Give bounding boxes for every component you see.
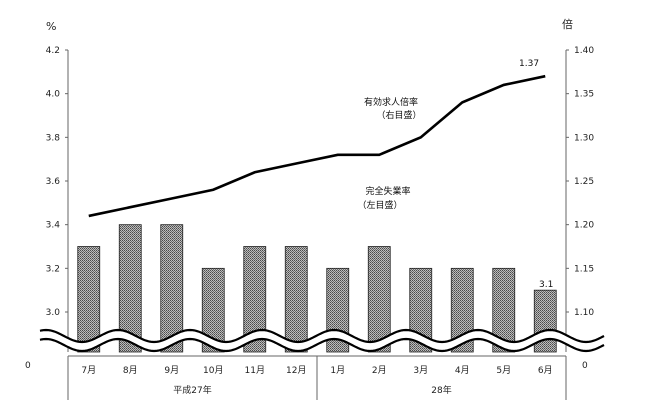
- x-axis-group-label: 28年: [431, 384, 451, 396]
- line-series-axis-note: （右目盛）: [376, 109, 421, 121]
- axis-break-wave-top: [39, 328, 605, 344]
- bar: [118, 224, 142, 353]
- left-axis-tick-label: 3.2: [46, 264, 60, 274]
- right-axis-tick-label: 1.10: [574, 308, 594, 318]
- bar-series-axis-note: （左目盛）: [357, 199, 402, 211]
- x-axis-tick-label: 3月: [413, 365, 428, 376]
- right-axis-tick-label: 1.15: [574, 264, 594, 274]
- bar-series-label: 完全失業率: [365, 185, 410, 197]
- left-axis-tick-label: 4.0: [46, 90, 61, 100]
- plot-area: 3.0 3.2 3.4 3.6 3.8 4.0 4.2 1.10 1.15 1.20 1.25 1.3…: [39, 46, 605, 400]
- left-axis-tick-label: 3.4: [46, 221, 61, 231]
- right-axis-tick-label: 1.40: [574, 46, 594, 56]
- x-axis-tick-label: 12月: [286, 365, 306, 376]
- left-axis-tick-label: 3.6: [46, 177, 61, 187]
- bar: [367, 246, 391, 353]
- right-axis-tick-label: 1.25: [574, 177, 594, 187]
- x-axis-tick-label: 2月: [372, 365, 387, 376]
- bar-last-value-label: 3.1: [539, 280, 553, 290]
- line-series: [88, 74, 546, 218]
- left-axis-tick-label: 3.8: [46, 133, 61, 143]
- bar: [243, 246, 267, 353]
- left-axis-unit: %: [46, 20, 56, 33]
- right-axis-tick-label: 1.20: [574, 221, 594, 231]
- line-last-value-label: 1.37: [519, 59, 539, 69]
- x-axis-tick-label: 8月: [123, 365, 138, 376]
- x-axis-tick-label: 4月: [455, 365, 470, 376]
- bar: [160, 224, 184, 353]
- right-axis-tick-label: 1.35: [574, 90, 594, 100]
- left-break-zero-label: 0: [25, 361, 31, 371]
- bar: [77, 246, 101, 353]
- right-break-zero-label: 0: [582, 361, 588, 371]
- axis-break-wave-bottom: [39, 337, 605, 353]
- bar: [201, 267, 225, 353]
- right-axis-tick-label: 1.30: [574, 133, 594, 143]
- x-axis-tick-label: 5月: [496, 365, 511, 376]
- x-axis-tick-label: 1月: [330, 365, 345, 376]
- x-axis-tick-label: 6月: [538, 365, 553, 376]
- x-axis-tick-label: 7月: [81, 365, 96, 376]
- x-axis-tick-label: 10月: [203, 365, 223, 376]
- right-axis-unit: 倍: [562, 17, 573, 31]
- x-axis-tick-label: 9月: [164, 365, 179, 376]
- x-axis-group-label: 平成27年: [173, 384, 211, 396]
- left-axis-tick-label: 3.0: [46, 308, 61, 318]
- line-series-label: 有効求人倍率: [364, 96, 418, 108]
- bar: [492, 267, 516, 353]
- x-axis-tick-label: 11月: [245, 365, 265, 376]
- left-axis-tick-label: 4.2: [46, 46, 60, 56]
